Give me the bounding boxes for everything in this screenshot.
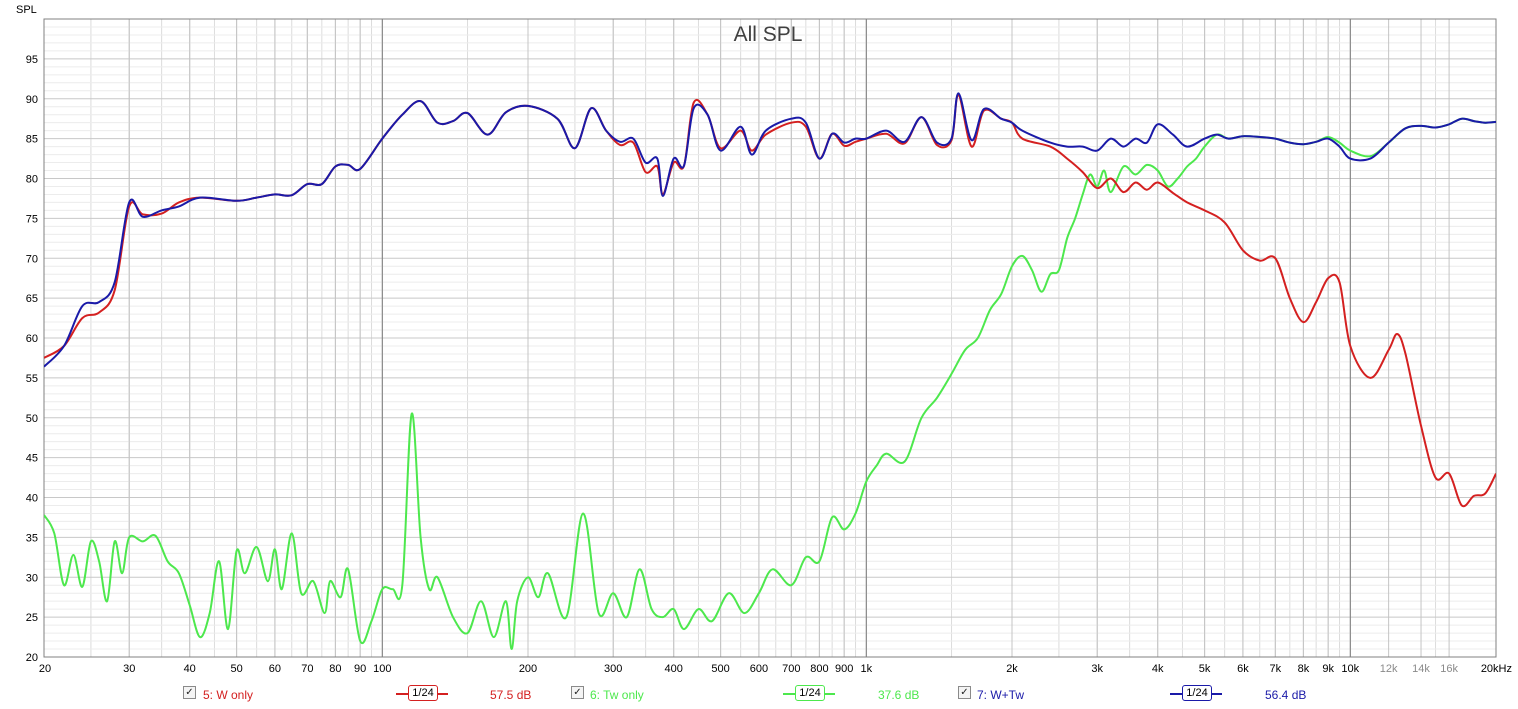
y-tick-label: 60 bbox=[26, 333, 38, 345]
series-7-checkbox[interactable] bbox=[958, 686, 971, 699]
x-tick-label: 40 bbox=[184, 663, 196, 675]
series-6-smoothing-button[interactable]: 1/24 bbox=[783, 684, 835, 702]
x-tick-label: 8k bbox=[1298, 663, 1310, 675]
series-6-checkbox[interactable] bbox=[571, 686, 584, 699]
x-tick-label: 70 bbox=[301, 663, 313, 675]
x-tick-label: 80 bbox=[329, 663, 341, 675]
x-tick-label: 4k bbox=[1152, 663, 1164, 675]
x-tick-label: 5k bbox=[1199, 663, 1211, 675]
series-7-level: 56.4 dB bbox=[1265, 688, 1307, 702]
x-tick-label: 50 bbox=[230, 663, 242, 675]
y-tick-label: 55 bbox=[26, 373, 38, 385]
y-tick-label: 70 bbox=[26, 253, 38, 265]
y-axis-label: SPL bbox=[16, 4, 37, 16]
series-7-smoothing-button[interactable]: 1/24 bbox=[1170, 684, 1222, 702]
x-tick-label: 20 bbox=[39, 663, 51, 675]
x-tick-label: 7k bbox=[1270, 663, 1282, 675]
series-7-label: 7: W+Tw bbox=[977, 688, 1025, 702]
y-tick-label: 95 bbox=[26, 54, 38, 66]
series-line-6 bbox=[44, 117, 1496, 650]
x-tick-label: 10k bbox=[1341, 663, 1359, 675]
x-tick-label: 600 bbox=[750, 663, 768, 675]
x-tick-label: 30 bbox=[123, 663, 135, 675]
series-5-checkbox[interactable] bbox=[183, 686, 196, 699]
y-tick-label: 20 bbox=[26, 652, 38, 664]
series-6-label: 6: Tw only bbox=[590, 688, 644, 702]
spl-chart: 20 25 30 35 40 45 50 55 60 65 70 75 80 85 90 95 SPL 20 30 4… bbox=[16, 4, 1512, 675]
x-tick-label: 9k bbox=[1322, 663, 1334, 675]
plot-frame bbox=[43, 18, 1497, 658]
x-tick-label: 300 bbox=[604, 663, 622, 675]
y-tick-label: 30 bbox=[26, 572, 38, 584]
x-tick-label: 400 bbox=[665, 663, 683, 675]
x-tick-label: 1k bbox=[860, 663, 872, 675]
x-tick-label: 16k bbox=[1440, 663, 1458, 675]
series-line-7 bbox=[44, 92, 1496, 368]
series-5-smoothing-button[interactable]: 1/24 bbox=[396, 684, 448, 702]
x-tick-label: 90 bbox=[354, 663, 366, 675]
x-tick-label: 800 bbox=[810, 663, 828, 675]
x-tick-label: 6k bbox=[1237, 663, 1249, 675]
series-5-smoothing-label: 1/24 bbox=[408, 685, 438, 701]
x-tick-label: 700 bbox=[782, 663, 800, 675]
y-tick-label: 90 bbox=[26, 94, 38, 106]
x-tick-label: 60 bbox=[269, 663, 281, 675]
series-6-level: 37.6 dB bbox=[878, 688, 920, 702]
x-tick-label: 20kHz bbox=[1481, 663, 1512, 675]
series-7-smoothing-label: 1/24 bbox=[1182, 685, 1212, 701]
y-tick-label: 40 bbox=[26, 493, 38, 505]
series-6-smoothing-label: 1/24 bbox=[795, 685, 825, 701]
x-tick-label: 12k bbox=[1380, 663, 1398, 675]
y-tick-label: 85 bbox=[26, 134, 38, 146]
x-tick-label: 14k bbox=[1412, 663, 1430, 675]
y-tick-label: 35 bbox=[26, 532, 38, 544]
x-tick-label: 2k bbox=[1006, 663, 1018, 675]
series-5-level: 57.5 dB bbox=[490, 688, 532, 702]
x-tick-label: 100 bbox=[373, 663, 391, 675]
y-tick-label: 80 bbox=[26, 174, 38, 186]
y-tick-label: 25 bbox=[26, 612, 38, 624]
legend: 5: W only 1/24 57.5 dB 6: Tw only 1/24 3… bbox=[0, 680, 1518, 709]
chart-title: All SPL bbox=[734, 23, 803, 46]
x-tick-label: 500 bbox=[711, 663, 729, 675]
y-tick-label: 65 bbox=[26, 293, 38, 305]
x-tick-label: 3k bbox=[1091, 663, 1103, 675]
y-tick-label: 50 bbox=[26, 413, 38, 425]
x-tick-label: 900 bbox=[835, 663, 853, 675]
y-tick-label: 45 bbox=[26, 453, 38, 465]
y-tick-label: 75 bbox=[26, 213, 38, 225]
series-5-label: 5: W only bbox=[203, 688, 254, 702]
x-tick-label: 200 bbox=[519, 663, 537, 675]
chart-area: 20 25 30 35 40 45 50 55 60 65 70 75 80 85 90 95 SPL 20 30 4… bbox=[16, 4, 1512, 675]
